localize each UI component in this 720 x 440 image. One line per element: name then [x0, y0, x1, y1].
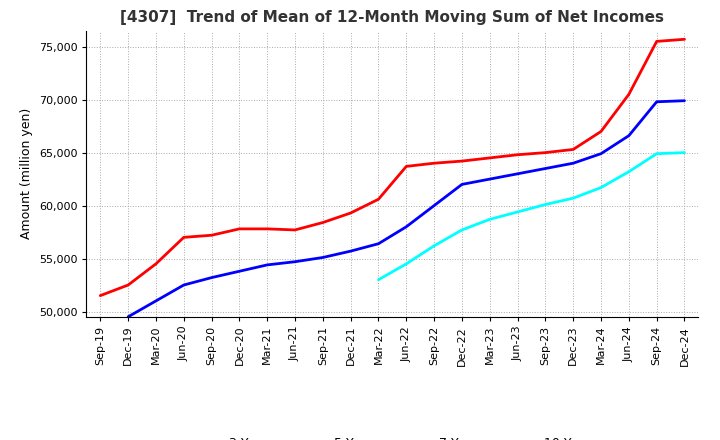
7 Years	[485, 217, 494, 222]
3 Years	[513, 152, 522, 158]
5 Years	[652, 99, 661, 104]
5 Years	[430, 203, 438, 208]
3 Years	[207, 233, 216, 238]
5 Years	[458, 182, 467, 187]
5 Years	[318, 255, 327, 260]
7 Years	[374, 277, 383, 282]
7 Years	[458, 227, 467, 233]
Y-axis label: Amount (million yen): Amount (million yen)	[20, 108, 33, 239]
5 Years	[624, 133, 633, 138]
3 Years	[263, 226, 271, 231]
3 Years	[569, 147, 577, 152]
5 Years	[513, 171, 522, 176]
3 Years	[346, 210, 355, 216]
5 Years	[124, 314, 132, 319]
5 Years	[291, 259, 300, 264]
3 Years	[597, 129, 606, 134]
Line: 7 Years: 7 Years	[379, 153, 685, 280]
5 Years	[402, 224, 410, 229]
3 Years	[235, 226, 243, 231]
7 Years	[597, 185, 606, 190]
3 Years	[680, 37, 689, 42]
Line: 3 Years: 3 Years	[100, 39, 685, 296]
3 Years	[624, 92, 633, 97]
3 Years	[485, 155, 494, 161]
3 Years	[374, 197, 383, 202]
3 Years	[318, 220, 327, 225]
3 Years	[402, 164, 410, 169]
5 Years	[263, 262, 271, 268]
5 Years	[152, 298, 161, 304]
5 Years	[207, 275, 216, 280]
5 Years	[235, 268, 243, 274]
7 Years	[569, 195, 577, 201]
3 Years	[541, 150, 550, 155]
3 Years	[458, 158, 467, 164]
7 Years	[402, 261, 410, 267]
5 Years	[485, 176, 494, 182]
3 Years	[124, 282, 132, 288]
Title: [4307]  Trend of Mean of 12-Month Moving Sum of Net Incomes: [4307] Trend of Mean of 12-Month Moving …	[120, 11, 665, 26]
5 Years	[374, 241, 383, 246]
3 Years	[430, 161, 438, 166]
3 Years	[152, 261, 161, 267]
5 Years	[179, 282, 188, 288]
5 Years	[346, 249, 355, 254]
7 Years	[624, 169, 633, 174]
Line: 5 Years: 5 Years	[128, 101, 685, 317]
5 Years	[680, 98, 689, 103]
7 Years	[430, 243, 438, 249]
5 Years	[597, 151, 606, 156]
3 Years	[291, 227, 300, 233]
5 Years	[569, 161, 577, 166]
7 Years	[541, 202, 550, 207]
3 Years	[96, 293, 104, 298]
7 Years	[652, 151, 661, 156]
7 Years	[680, 150, 689, 155]
7 Years	[513, 209, 522, 215]
3 Years	[179, 235, 188, 240]
5 Years	[541, 166, 550, 171]
3 Years	[652, 39, 661, 44]
Legend: 3 Years, 5 Years, 7 Years, 10 Years: 3 Years, 5 Years, 7 Years, 10 Years	[183, 432, 602, 440]
